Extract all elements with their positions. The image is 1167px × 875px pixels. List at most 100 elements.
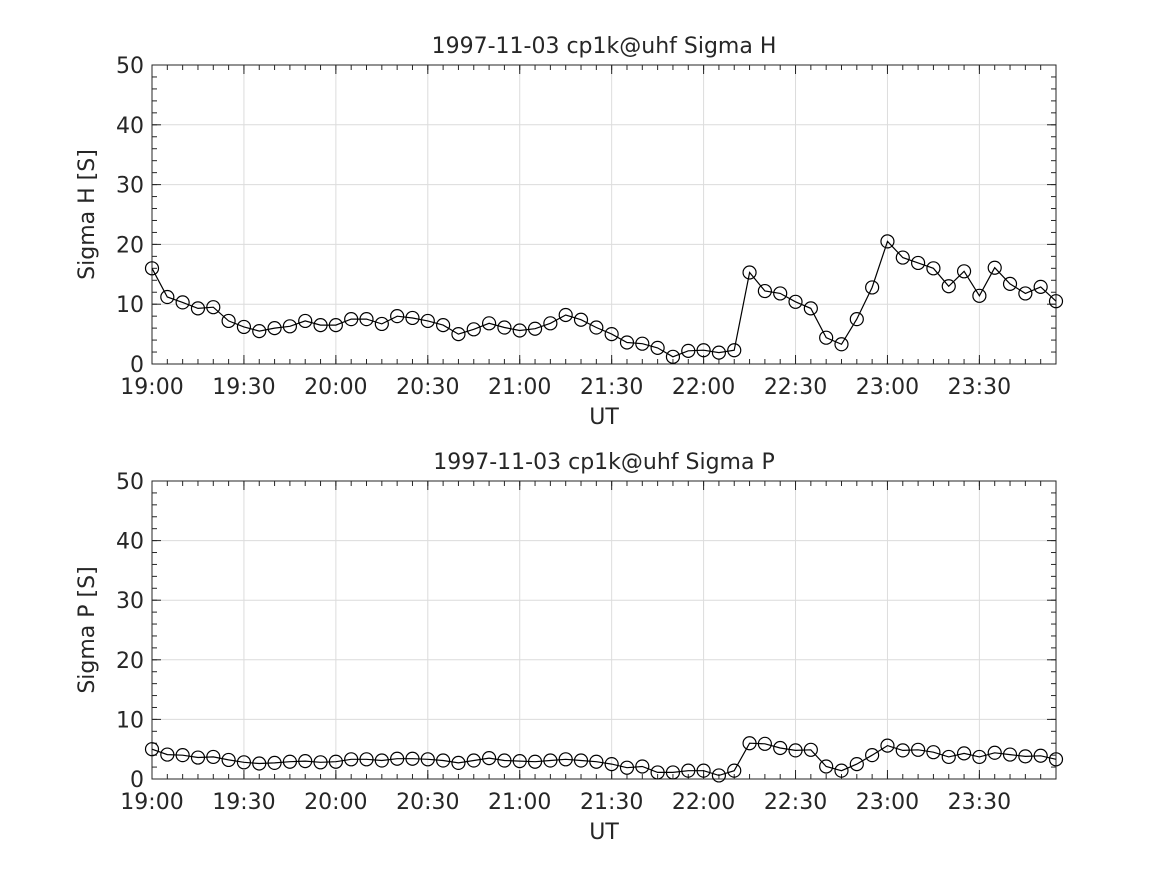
sigma-h-data-point [1048,294,1064,309]
sigma-p-data-point [543,753,558,768]
sigma-h-data-point [420,313,435,329]
sigma-h-data-point [895,250,910,265]
sigma-p-ytick-label: 10 [116,708,144,733]
sigma-p-data-point [344,752,359,767]
sigma-h-data-point [941,279,956,294]
sigma-h-data-point [834,337,849,352]
sigma-h-ytick-label: 30 [116,174,144,199]
sigma-p-ytick-label: 20 [116,649,144,674]
sigma-p-data-point [420,752,435,767]
sigma-h-data-point [849,312,864,327]
sigma-p-data-point [681,763,696,778]
sigma-p-data-point [1048,752,1064,767]
sigma-p-ytick-label: 50 [116,470,144,495]
sigma-p-data-point [865,748,880,763]
sigma-h-data-point [1002,276,1018,291]
sigma-p-data-point [374,753,389,768]
sigma-p-data-point [481,751,497,766]
sigma-p-xtick-label: 19:00 [120,790,183,815]
sigma-h-xtick-label: 21:30 [580,375,643,400]
sigma-h-data-point [604,327,619,342]
sigma-h-axes-frame [151,64,1057,365]
sigma-h-xlabel: UT [589,405,619,430]
sigma-h-data-point [711,345,727,360]
sigma-p-data-point [190,750,206,765]
sigma-h-data-point [527,321,543,336]
sigma-p-data-point [1002,747,1018,762]
sigma-h-data-point [635,336,650,351]
sigma-h-ytick-label: 10 [116,293,144,318]
sigma-p-data-point [834,763,849,778]
sigma-h-data-point [727,343,742,358]
sigma-p-data-point [941,749,956,765]
sigma-p-data-point [267,755,282,771]
sigma-h-data-point [481,316,497,331]
sigma-h-data-point [956,264,972,279]
sigma-h-data-point [206,300,221,315]
sigma-h-data-point [803,301,818,316]
sigma-h-data-point [497,320,512,335]
sigma-h-data-point [558,307,573,323]
sigma-p-data-point [558,752,573,767]
sigma-h-data-point [987,260,1002,275]
sigma-p-data-point [619,760,635,775]
sigma-h-data-point [1033,279,1048,294]
sigma-h-xtick-label: 22:00 [672,375,735,400]
sigma-p-xtick-label: 20:00 [304,790,367,815]
sigma-h-xtick-label: 20:30 [396,375,459,400]
sigma-h-data-point [175,295,190,310]
sigma-h-data-point [911,255,926,271]
sigma-p-data-point [573,753,589,768]
sigma-p-xtick-label: 19:30 [212,790,275,815]
sigma-h-data-point [865,280,880,295]
sigma-h-xtick-label: 19:30 [212,375,275,400]
sigma-h-data-point [681,343,696,358]
sigma-p-ytick-label: 0 [130,768,144,793]
sigma-p-series-line [151,742,1057,777]
sigma-p-data-point [328,754,343,769]
sigma-h-data-point [512,323,527,338]
sigma-h-data-point [160,289,175,305]
sigma-p-data-point [252,756,267,771]
sigma-p-data-point [1018,749,1033,764]
sigma-h-xtick-label: 21:00 [488,375,551,400]
sigma-p-xtick-label: 22:30 [764,790,827,815]
sigma-p-data-point [650,765,665,780]
sigma-h-data-point [252,324,267,339]
sigma-p-data-point [313,755,328,770]
sigma-p-plot-area [152,481,1056,779]
sigma-p-data-point [221,752,236,768]
sigma-h-xtick-label: 23:30 [948,375,1011,400]
sigma-h-xtick-label: 20:00 [304,375,367,400]
sigma-p-data-point [497,753,512,768]
sigma-p-xtick-label: 23:00 [856,790,919,815]
sigma-h-panel: 19:00 19:30 20:00 20:30 21:00 21:30 22:00 22:30… [75,34,1064,430]
sigma-h-xtick-label: 22:30 [764,375,827,400]
sigma-p-data-point [589,754,604,769]
sigma-h-title: 1997-11-03 cp1k@uhf Sigma H [432,34,777,59]
sigma-p-data-point [711,768,727,783]
sigma-h-data-point [374,316,389,332]
sigma-p-xtick-label: 20:30 [396,790,459,815]
sigma-h-data-point [267,321,282,336]
sigma-p-data-point [757,736,772,751]
sigma-p-data-point [727,763,742,778]
sigma-h-ytick-label: 20 [116,233,144,258]
sigma-p-data-point [742,736,757,751]
sigma-h-data-point [144,261,160,276]
sigma-p-data-point [236,755,252,770]
sigma-h-ytick-label: 50 [116,54,144,79]
sigma-p-axes-frame [151,480,1057,780]
sigma-p-data-point [282,754,297,769]
sigma-h-data-point [573,312,589,327]
sigma-h-data-point [466,322,481,337]
sigma-h-data-point [788,294,803,309]
sigma-h-data-point [773,286,788,301]
sigma-p-data-point [972,749,987,765]
sigma-p-data-point [849,756,864,772]
sigma-p-data-point [436,753,451,768]
sigma-p-data-point [635,759,650,774]
sigma-h-data-point [926,261,941,276]
sigma-h-data-point [390,309,405,324]
sigma-p-xtick-label: 21:30 [580,790,643,815]
